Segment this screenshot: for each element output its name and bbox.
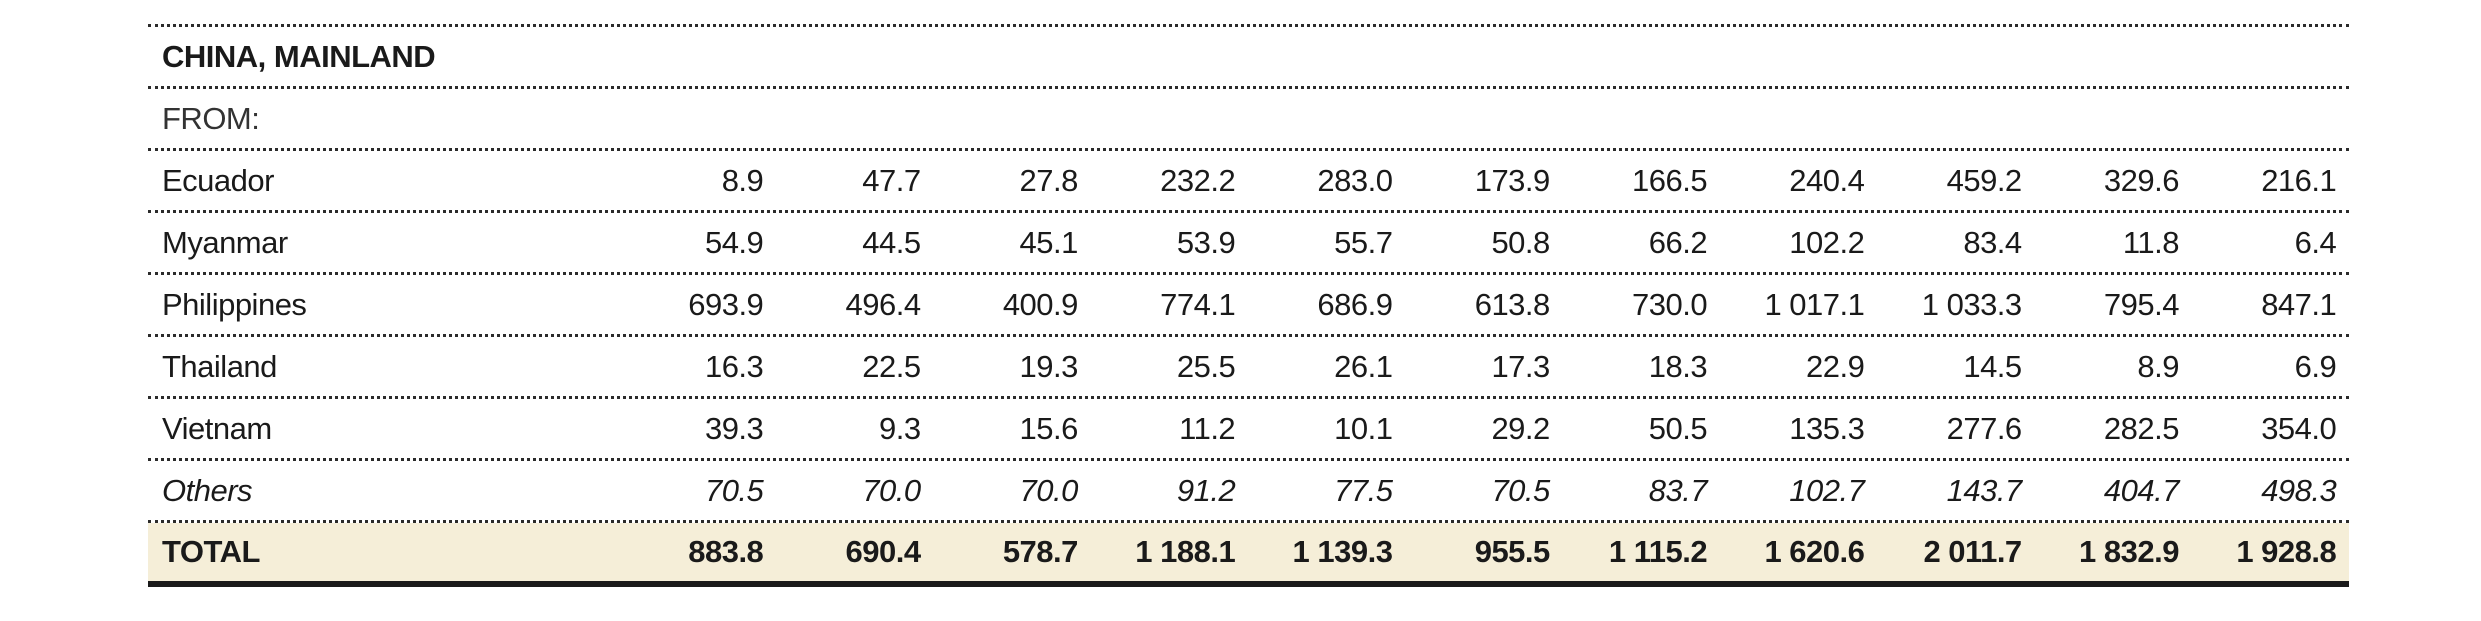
row-label: Vietnam <box>162 410 272 446</box>
table-row: Philippines 693.9 496.4 400.9 774.1 686.9 613.… <box>148 275 2349 337</box>
table-cell: 1 832.9 <box>2079 534 2179 569</box>
table-cell: 55.7 <box>1334 224 1393 260</box>
table-cell: 354.0 <box>2261 410 2337 446</box>
table-cell: 15.6 <box>1019 410 1079 446</box>
trade-table: CHINA, MAINLAND FROM: Ecuador 8.9 47.7 27.8… <box>148 24 2349 587</box>
table-cell: 578.7 <box>1002 534 1079 569</box>
table-cell: 18.3 <box>1648 348 1708 384</box>
top-rule <box>148 24 2349 27</box>
table-cell: 1 928.8 <box>2236 534 2337 569</box>
table-cell: 135.3 <box>1789 410 1865 446</box>
table-cell: 8.9 <box>2137 348 2179 384</box>
table-cell: 686.9 <box>1317 286 1393 322</box>
table-cell: 6.4 <box>2294 224 2337 260</box>
table-cell: 795.4 <box>2103 286 2180 322</box>
row-label: Philippines <box>162 286 307 322</box>
table-cell: 83.4 <box>1963 224 2022 260</box>
table-cell: 166.5 <box>1632 162 1708 198</box>
table-cell: 53.9 <box>1176 224 1236 260</box>
table-cell: 9.3 <box>878 410 921 446</box>
table-cell: 240.4 <box>1789 162 1865 198</box>
table-cell: 29.2 <box>1491 410 1550 446</box>
from-label: FROM: <box>162 100 260 136</box>
table-cell: 102.7 <box>1789 472 1865 508</box>
table-cell: 22.9 <box>1806 348 1865 384</box>
table-cell: 10.1 <box>1334 410 1393 446</box>
table-cell: 77.5 <box>1334 472 1393 508</box>
table-row: Myanmar 54.9 44.5 45.1 53.9 55.7 50.8 66.2 102.2… <box>148 213 2349 275</box>
table-cell: 282.5 <box>2103 410 2180 446</box>
row-label: Thailand <box>162 348 277 384</box>
table-cell: 329.6 <box>2103 162 2180 198</box>
row-label: Myanmar <box>162 224 288 260</box>
table-cell: 847.1 <box>2261 286 2337 322</box>
table-cell: 883.8 <box>688 534 764 569</box>
table-cell: 1 620.6 <box>1764 534 1865 569</box>
table-cell: 459.2 <box>1946 162 2023 198</box>
table-cell: 54.9 <box>704 224 764 260</box>
table-cell: 16.3 <box>704 348 764 384</box>
table-cell: 27.8 <box>1019 162 1079 198</box>
table-cell: 83.7 <box>1648 472 1708 508</box>
table-cell: 693.9 <box>688 286 764 322</box>
table-cell: 6.9 <box>2294 348 2337 384</box>
table-row: Thailand 16.3 22.5 19.3 25.5 26.1 17.3 18.3 22.9… <box>148 337 2349 399</box>
table-cell: 70.5 <box>1491 472 1550 508</box>
table-cell: 70.0 <box>862 472 921 508</box>
table-cell: 774.1 <box>1160 286 1236 322</box>
table-cell: 400.9 <box>1002 286 1079 322</box>
table-cell: 2 011.7 <box>1923 534 2022 569</box>
row-label: TOTAL <box>162 534 260 569</box>
from-row: FROM: <box>148 89 2349 151</box>
table-cell: 1 115.2 <box>1608 534 1708 569</box>
table-row: Vietnam 39.3 9.3 15.6 11.2 10.1 29.2 50.5 135.3 2… <box>148 399 2349 461</box>
table-cell: 26.1 <box>1334 348 1393 384</box>
table-cell: 50.5 <box>1648 410 1708 446</box>
table-cell: 496.4 <box>845 286 922 322</box>
table-cell: 70.5 <box>704 472 764 508</box>
table-cell: 25.5 <box>1176 348 1236 384</box>
table-cell: 690.4 <box>845 534 922 569</box>
table-cell: 70.0 <box>1019 472 1079 508</box>
table-cell: 277.6 <box>1946 410 2023 446</box>
table-cell: 44.5 <box>862 224 921 260</box>
table-cell: 730.0 <box>1632 286 1708 322</box>
table-cell: 173.9 <box>1474 162 1551 198</box>
others-row: Others 70.5 70.0 70.0 91.2 77.5 70.5 83.7 102.7 1… <box>148 461 2349 523</box>
table-cell: 66.2 <box>1648 224 1708 260</box>
table-cell: 1 033.3 <box>1921 286 2022 322</box>
data-rows: Ecuador 8.9 47.7 27.8 232.2 283.0 173.9 166.5 24… <box>148 151 2349 587</box>
total-row: TOTAL 883.8 690.4 578.7 1 188.1 1 139.3 955.5 1… <box>148 523 2349 587</box>
row-label: Ecuador <box>162 162 274 198</box>
section-header-row: CHINA, MAINLAND <box>148 27 2349 89</box>
table-cell: 22.5 <box>862 348 921 384</box>
table-cell: 102.2 <box>1789 224 1865 260</box>
table-cell: 14.5 <box>1963 348 2022 384</box>
table-cell: 216.1 <box>2261 162 2337 198</box>
table-cell: 39.3 <box>704 410 764 446</box>
table-cell: 8.9 <box>721 162 764 198</box>
table-cell: 232.2 <box>1160 162 1236 198</box>
table-cell: 91.2 <box>1176 472 1236 508</box>
table-cell: 1 017.1 <box>1764 286 1865 322</box>
table-cell: 17.3 <box>1491 348 1550 384</box>
table-cell: 11.2 <box>1179 410 1236 446</box>
table-cell: 143.7 <box>1946 472 2023 508</box>
table-cell: 955.5 <box>1474 534 1551 569</box>
table-cell: 498.3 <box>2261 472 2337 508</box>
row-label: Others <box>162 472 253 508</box>
table-cell: 45.1 <box>1019 224 1079 260</box>
table-cell: 1 188.1 <box>1135 534 1236 569</box>
table-cell: 1 139.3 <box>1292 534 1393 569</box>
table-cell: 613.8 <box>1474 286 1551 322</box>
table-cell: 283.0 <box>1317 162 1393 198</box>
table-cell: 11.8 <box>2122 224 2180 260</box>
table-cell: 19.3 <box>1019 348 1079 384</box>
table-cell: 50.8 <box>1491 224 1550 260</box>
table-cell: 47.7 <box>862 162 921 198</box>
table-cell: 404.7 <box>2103 472 2180 508</box>
table-row: Ecuador 8.9 47.7 27.8 232.2 283.0 173.9 166.5 24… <box>148 151 2349 213</box>
section-title: CHINA, MAINLAND <box>162 38 436 74</box>
